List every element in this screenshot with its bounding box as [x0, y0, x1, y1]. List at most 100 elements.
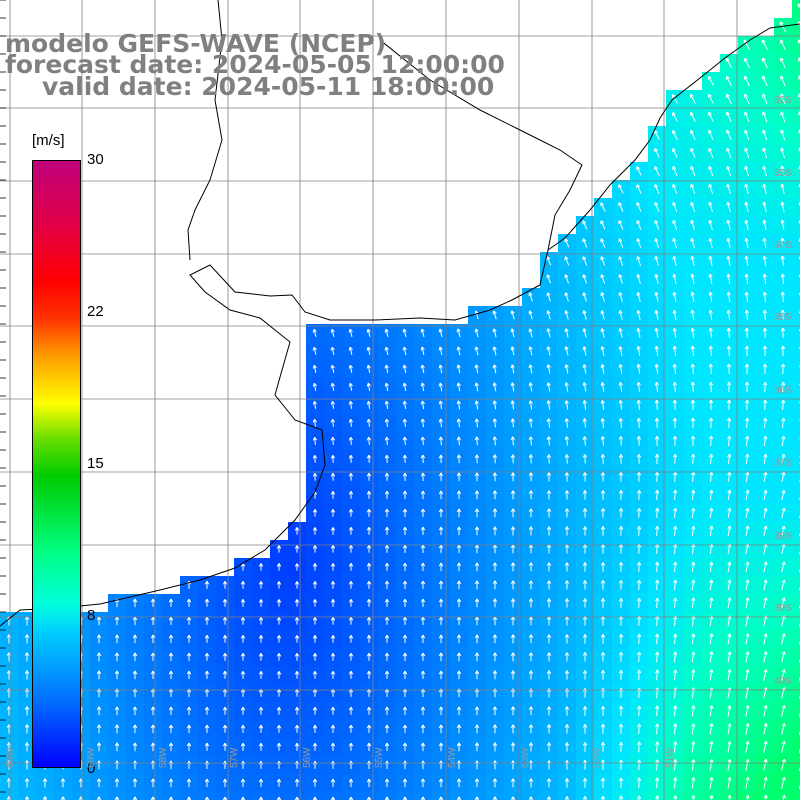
wind-speed-cell: [504, 792, 522, 800]
wind-speed-cell: [792, 216, 800, 234]
wind-speed-cell: [792, 378, 800, 396]
colorbar-tick-22: 22: [87, 303, 104, 320]
colorbar-tick-30: 30: [87, 151, 104, 168]
wind-speed-cell: [792, 18, 800, 36]
wind-speed-cell: [180, 792, 198, 800]
lon-label: 52W: [592, 747, 603, 768]
lon-label: 55W: [374, 747, 385, 768]
wind-speed-cell: [792, 756, 800, 774]
wind-speed-cell: [792, 198, 800, 216]
wind-speed-cell: [108, 792, 126, 800]
wind-speed-cell: [324, 792, 342, 800]
wind-speed-cell: [792, 774, 800, 792]
lon-label: 59W: [86, 747, 97, 768]
wind-speed-cell: [414, 792, 432, 800]
wind-speed-cell: [126, 792, 144, 800]
wind-speed-cell: [792, 342, 800, 360]
wind-speed-cell: [792, 630, 800, 648]
wind-speed-cell: [792, 432, 800, 450]
colorbar: [32, 160, 81, 768]
lon-label: 57W: [229, 747, 240, 768]
wind-speed-cell: [450, 792, 468, 800]
lat-label: 37S: [774, 458, 792, 469]
wind-speed-cell: [18, 792, 36, 800]
wind-speed-cell: [792, 324, 800, 342]
wind-speed-cell: [792, 306, 800, 324]
wind-speed-cell: [0, 792, 18, 800]
wind-speed-cell: [792, 702, 800, 720]
wind-speed-cell: [792, 522, 800, 540]
lat-label: 33S: [774, 168, 792, 179]
wind-speed-cell: [252, 792, 270, 800]
wind-speed-cell: [792, 54, 800, 72]
valid-date: valid date: 2024-05-11 18:00:00: [42, 72, 495, 101]
wind-speed-cell: [576, 792, 594, 800]
wind-speed-cell: [792, 684, 800, 702]
wind-speed-cell: [792, 288, 800, 306]
wind-speed-cell: [90, 792, 108, 800]
lat-label: 36S: [774, 385, 792, 396]
wind-speed-cell: [396, 792, 414, 800]
wind-speed-cell: [792, 468, 800, 486]
wind-speed-cell: [54, 792, 72, 800]
lon-label: 53W: [520, 747, 531, 768]
wind-speed-cell: [792, 36, 800, 54]
wind-speed-cell: [72, 792, 90, 800]
wind-speed-cell: [198, 792, 216, 800]
wind-speed-cell: [792, 738, 800, 756]
wind-speed-cell: [144, 792, 162, 800]
lon-label: 60W: [5, 747, 16, 768]
wind-speed-cell: [792, 594, 800, 612]
wind-speed-cell: [306, 792, 324, 800]
lon-label: 58W: [158, 747, 169, 768]
wind-speed-cell: [792, 720, 800, 738]
lon-label: 56W: [302, 747, 313, 768]
wind-speed-cell: [468, 792, 486, 800]
wind-speed-cell: [234, 792, 252, 800]
colorbar-units: [m/s]: [32, 132, 65, 149]
wind-speed-cell: [558, 792, 576, 800]
wind-speed-cell: [792, 126, 800, 144]
wind-speed-cell: [792, 360, 800, 378]
wind-speed-cell: [792, 144, 800, 162]
wind-speed-cell: [594, 792, 612, 800]
wind-speed-cell: [288, 792, 306, 800]
lon-label: 54W: [447, 747, 458, 768]
wind-speed-cell: [792, 792, 800, 800]
wind-speed-cell: [792, 486, 800, 504]
wind-speed-cell: [792, 558, 800, 576]
wind-speed-cell: [792, 90, 800, 108]
lat-label: 39S: [774, 603, 792, 614]
wind-speed-cell: [792, 234, 800, 252]
wind-speed-cell: [792, 162, 800, 180]
lat-label: 35S: [774, 312, 792, 323]
wind-speed-cell: [486, 792, 504, 800]
wind-speed-cell: [792, 414, 800, 432]
wind-speed-cell: [792, 108, 800, 126]
lat-label: 38S: [774, 531, 792, 542]
wind-speed-cell: [792, 648, 800, 666]
wind-speed-cell: [360, 792, 378, 800]
colorbar-tick-8: 8: [87, 607, 96, 624]
wind-speed-cell: [432, 792, 450, 800]
lat-label: 40S: [774, 676, 792, 687]
lat-label: 34S: [774, 240, 792, 251]
wind-speed-cell: [792, 270, 800, 288]
wind-speed-cell: [792, 576, 800, 594]
lon-label: 51W: [665, 747, 676, 768]
wind-speed-cell: [792, 612, 800, 630]
wind-speed-cell: [36, 792, 54, 800]
wind-speed-cell: [540, 792, 558, 800]
wind-speed-cell: [792, 72, 800, 90]
wind-speed-cell: [792, 540, 800, 558]
lat-label: 32S: [774, 95, 792, 106]
wind-speed-cell: [792, 0, 800, 18]
wind-speed-cell: [792, 180, 800, 198]
wind-speed-cell: [378, 792, 396, 800]
wind-speed-cell: [792, 252, 800, 270]
wind-speed-cell: [270, 792, 288, 800]
wind-speed-cell: [522, 792, 540, 800]
